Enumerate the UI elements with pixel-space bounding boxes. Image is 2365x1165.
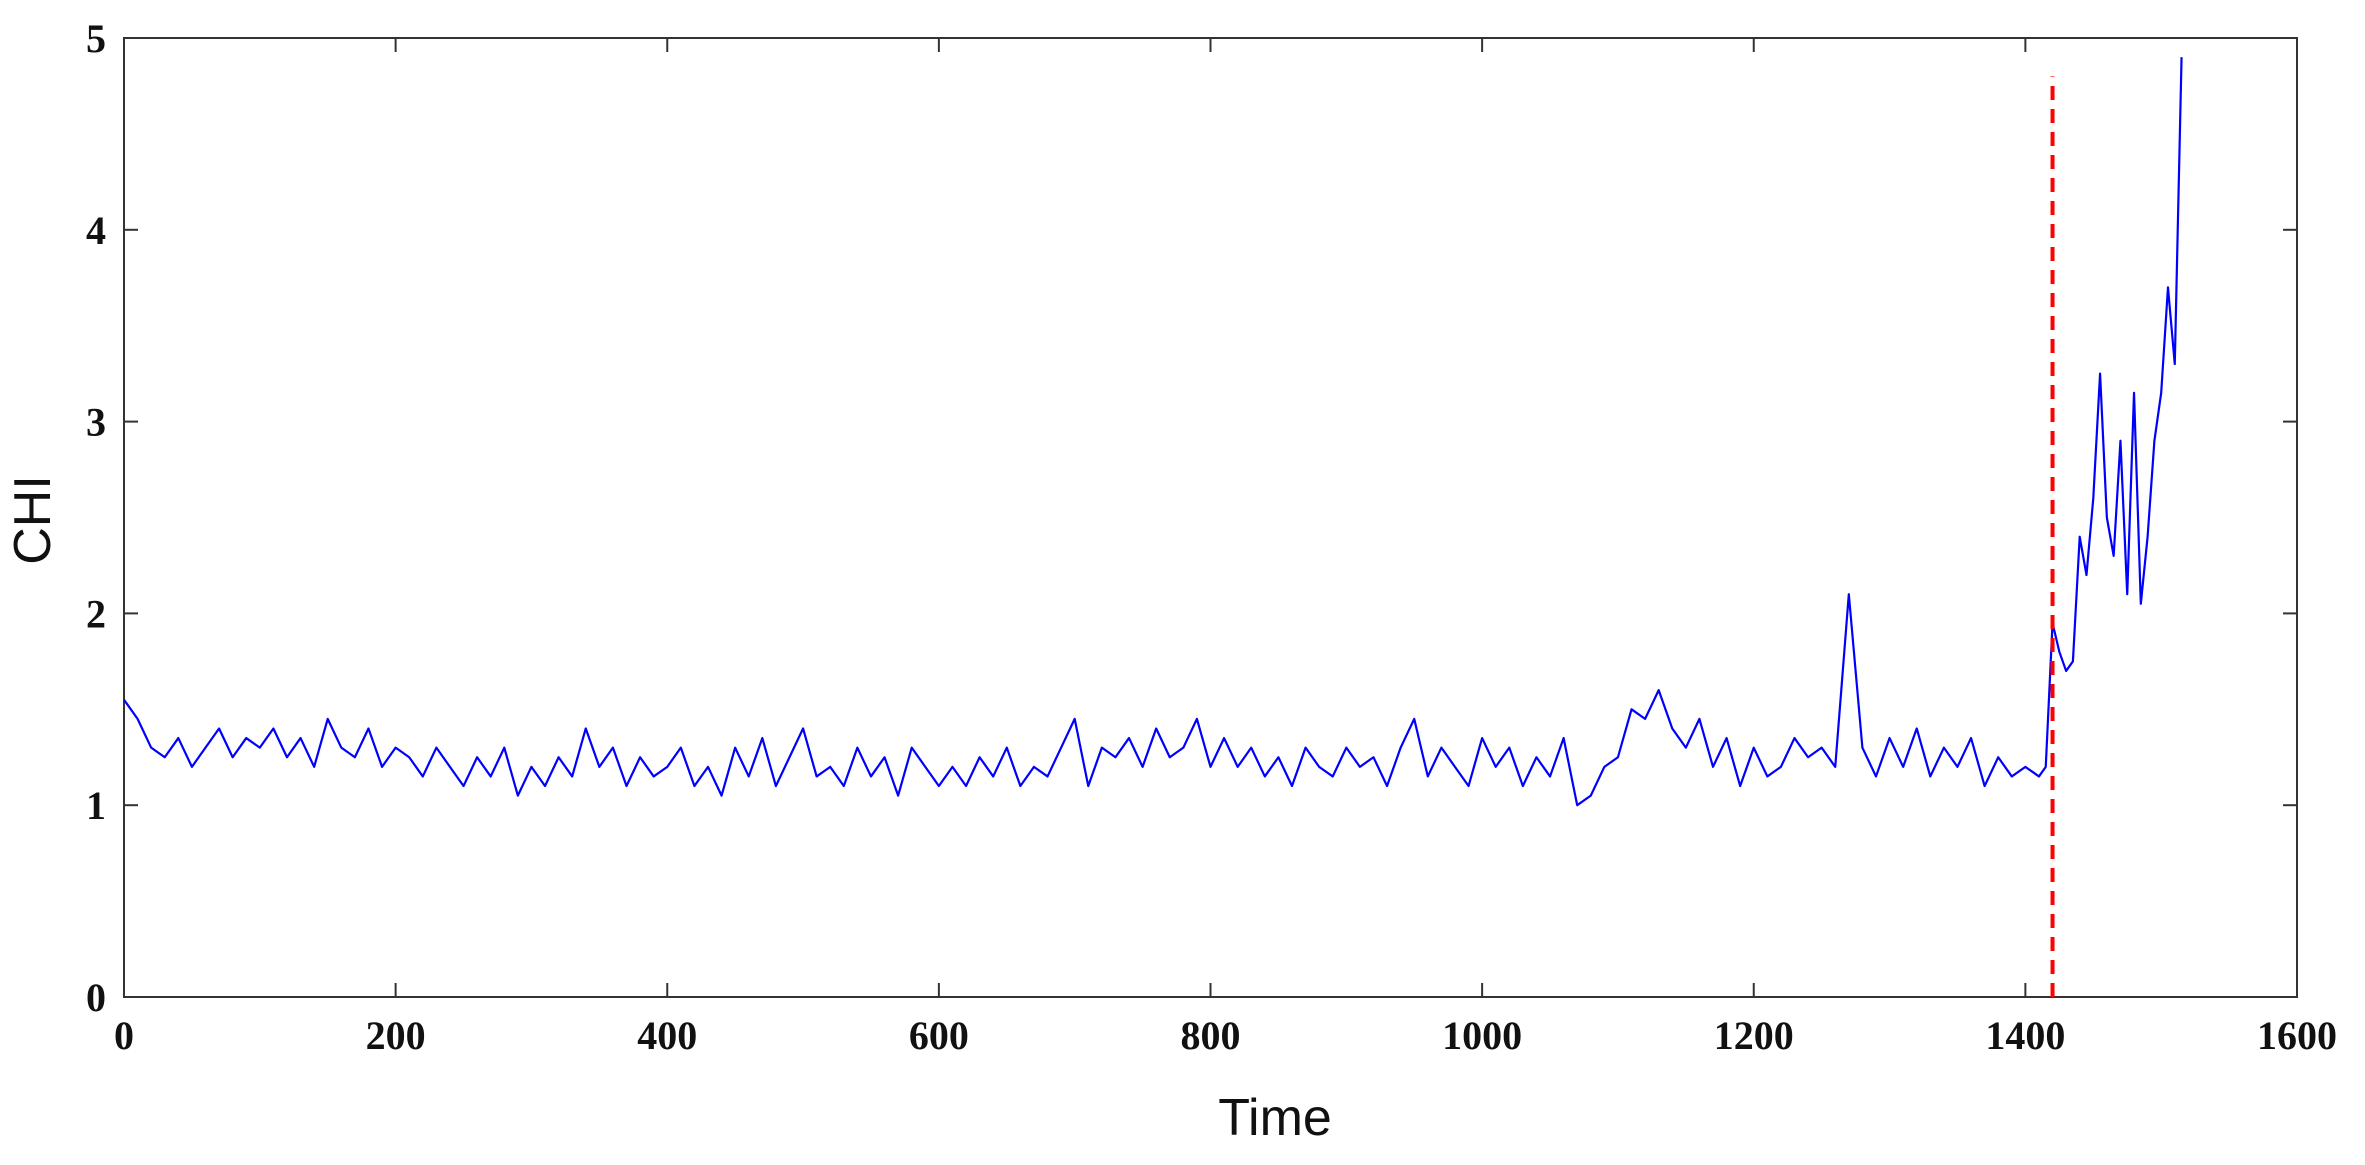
y-tick-label: 5 <box>86 16 106 61</box>
y-tick-label: 1 <box>86 783 106 828</box>
x-tick-label: 1400 <box>1985 1013 2065 1058</box>
x-tick-label: 1000 <box>1442 1013 1522 1058</box>
x-tick-label: 0 <box>114 1013 134 1058</box>
x-tick-label: 800 <box>1181 1013 1241 1058</box>
y-axis-label: CHI <box>4 475 62 565</box>
x-tick-label: 600 <box>909 1013 969 1058</box>
x-tick-label: 1200 <box>1714 1013 1794 1058</box>
x-tick-label: 1600 <box>2257 1013 2337 1058</box>
x-tick-label: 400 <box>637 1013 697 1058</box>
y-tick-label: 4 <box>86 208 106 253</box>
y-tick-label: 0 <box>86 975 106 1020</box>
x-axis-label: Time <box>1218 1089 1332 1147</box>
x-tick-label: 200 <box>366 1013 426 1058</box>
y-tick-label: 2 <box>86 591 106 636</box>
plot-frame <box>123 37 2298 998</box>
y-tick-label: 3 <box>86 400 106 445</box>
data-line <box>123 57 2183 807</box>
